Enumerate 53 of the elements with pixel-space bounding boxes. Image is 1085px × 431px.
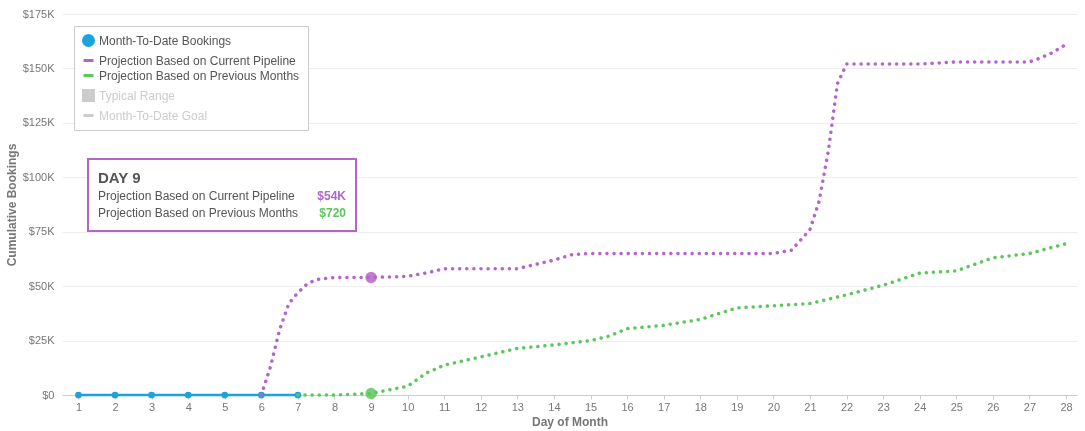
point [221, 391, 229, 399]
x-tick-label: 25 [950, 400, 963, 413]
x-tick-label: 24 [914, 400, 927, 413]
point [148, 391, 155, 399]
annotation: Projection Based on Previous Months [98, 206, 299, 220]
annotation: Projection Based on Current Pipeline [98, 189, 295, 203]
x-tick-label: 12 [475, 400, 488, 413]
x-tick-label: 15 [584, 400, 598, 413]
y-tick-label: $175K [22, 7, 56, 20]
point [365, 387, 377, 400]
y-axis-title: Cumulative Bookings [4, 143, 19, 267]
annotation: $720 [319, 205, 346, 222]
legend-label: Projection Based on Previous Months [99, 68, 300, 83]
x-tick-label: 18 [694, 400, 707, 413]
x-tick-label: 27 [1023, 400, 1037, 413]
x-tick-label: 4 [185, 400, 192, 413]
x-tick-label: 13 [511, 400, 524, 413]
x-axis-title: Day of Month [532, 414, 608, 429]
x-tick-label: 1 [75, 400, 83, 413]
x-tick-label: 11 [439, 400, 451, 413]
x-tick-label: 10 [402, 400, 415, 413]
annotation: DAY 9 [98, 168, 142, 188]
x-tick-label: 22 [840, 400, 854, 413]
x-tick-label: 5 [222, 400, 229, 413]
x-tick-label: 8 [331, 400, 339, 413]
annotation: $54K [317, 188, 346, 205]
point [184, 391, 192, 399]
y-tick-label: $25K [28, 334, 56, 347]
x-tick-label: 28 [1060, 400, 1073, 413]
y-tick-label: $75K [28, 225, 56, 238]
x-tick-label: 3 [149, 400, 156, 413]
y-tick-label: $50K [28, 279, 56, 292]
x-tick-label: 14 [548, 400, 561, 413]
x-tick-label: 21 [804, 400, 817, 413]
point [365, 271, 377, 284]
y-tick-label: $0 [42, 388, 55, 401]
x-tick-label: 9 [368, 400, 375, 413]
x-tick-label: 16 [621, 400, 634, 413]
y-tick-label: $150K [22, 61, 56, 74]
legend-label: Projection Based on Current Pipeline [99, 53, 297, 68]
point [75, 391, 82, 399]
legend-label: Month-To-Date Bookings [99, 33, 232, 48]
y-tick-label: $100K [22, 170, 56, 183]
x-tick-label: 6 [258, 400, 265, 413]
y-tick-label: $125K [22, 116, 56, 129]
x-tick-label: 19 [731, 400, 744, 413]
x-tick-label: 7 [295, 400, 302, 413]
x-tick-label: 23 [877, 400, 890, 413]
x-tick-label: 2 [112, 400, 119, 413]
point [111, 391, 119, 399]
x-tick-label: 20 [767, 400, 781, 413]
x-tick-label: 17 [658, 400, 671, 413]
x-tick-label: 26 [987, 400, 1000, 413]
